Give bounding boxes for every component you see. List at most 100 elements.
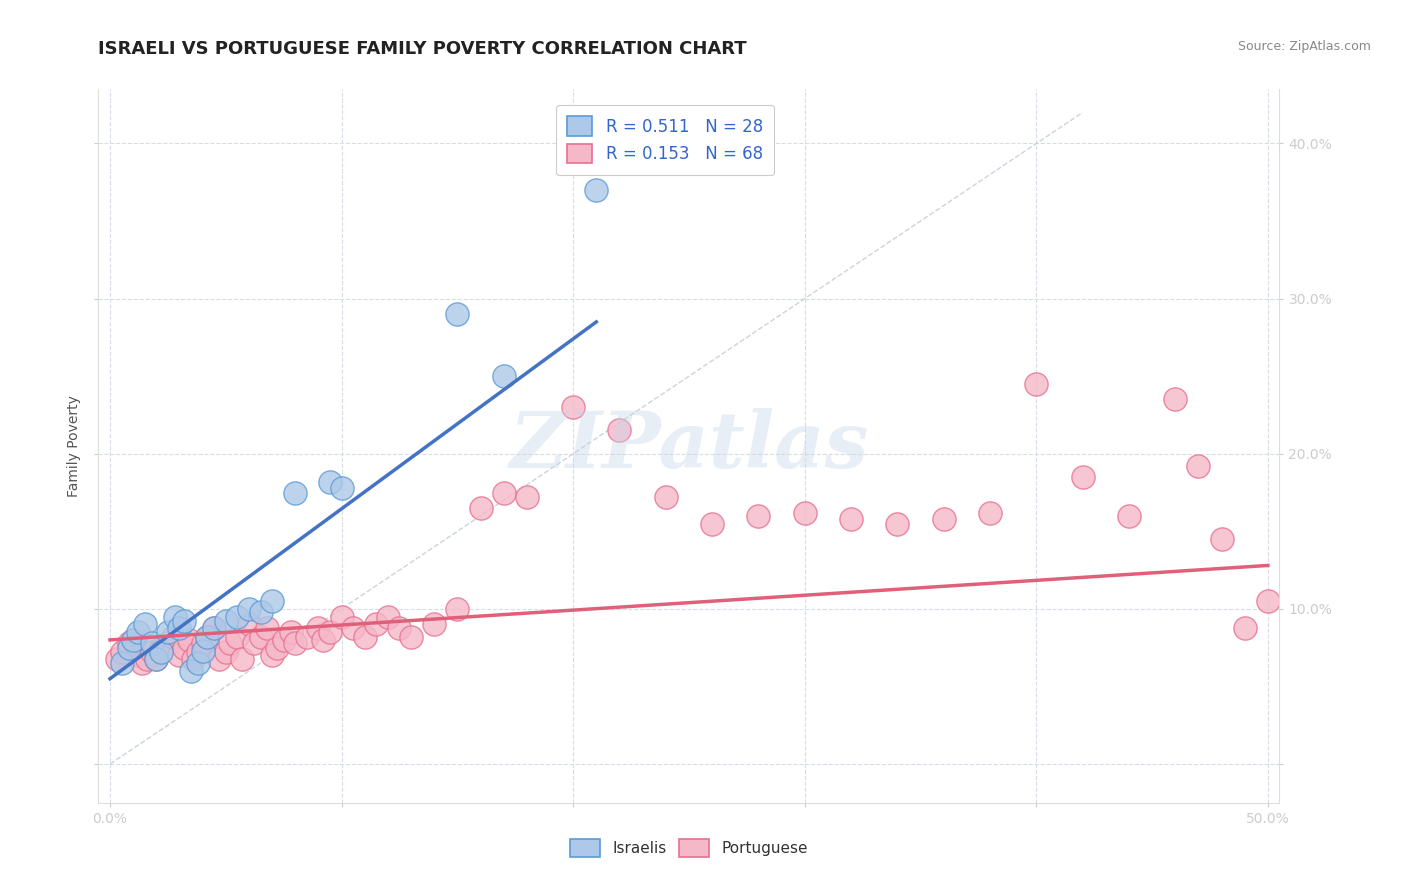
Point [131,656,153,670]
Point [117,636,139,650]
Point [187,656,209,670]
Point [1233,620,1256,634]
Point [173,640,195,655]
Point [655,490,678,504]
Point [238,617,260,632]
Point [609,424,631,438]
Point [516,490,538,504]
Point [423,617,446,632]
Point [399,630,422,644]
Point [280,625,302,640]
Point [110,645,132,659]
Legend: Israelis, Portuguese: Israelis, Portuguese [564,833,814,863]
Point [169,648,191,663]
Point [1164,392,1187,407]
Point [284,636,307,650]
Point [1257,594,1279,608]
Point [388,620,411,634]
Point [747,508,769,523]
Point [492,369,515,384]
Point [127,625,149,640]
Point [700,516,723,531]
Point [839,512,862,526]
Point [1071,470,1094,484]
Point [195,630,218,644]
Point [585,183,607,197]
Point [295,630,318,644]
Point [377,609,399,624]
Point [330,481,353,495]
Point [446,602,468,616]
Point [330,609,353,624]
Point [162,630,184,644]
Point [145,651,167,665]
Point [219,636,242,650]
Point [1211,532,1233,546]
Point [319,475,342,489]
Point [215,615,238,629]
Text: Source: ZipAtlas.com: Source: ZipAtlas.com [1237,40,1371,54]
Point [141,636,163,650]
Point [191,636,214,650]
Point [307,620,329,634]
Point [273,632,295,647]
Point [319,625,342,640]
Point [180,664,202,678]
Point [932,512,955,526]
Point [156,636,179,650]
Point [262,594,284,608]
Point [886,516,908,531]
Point [366,617,388,632]
Point [284,485,307,500]
Point [177,632,200,647]
Point [342,620,364,634]
Text: ZIPatlas: ZIPatlas [509,408,869,484]
Point [249,630,271,644]
Point [242,636,264,650]
Point [122,632,145,647]
Y-axis label: Family Poverty: Family Poverty [67,395,82,497]
Point [110,656,132,670]
Point [353,630,375,644]
Point [156,625,179,640]
Point [202,620,225,634]
Point [266,640,288,655]
Text: ISRAELI VS PORTUGUESE FAMILY POVERTY CORRELATION CHART: ISRAELI VS PORTUGUESE FAMILY POVERTY COR… [98,40,747,58]
Point [1187,459,1209,474]
Point [191,644,214,658]
Point [562,401,585,415]
Point [492,485,515,500]
Point [262,648,284,663]
Point [136,651,159,665]
Point [226,630,249,644]
Point [127,648,149,663]
Point [149,645,172,659]
Point [215,645,238,659]
Point [226,609,249,624]
Point [163,609,186,624]
Point [249,605,271,619]
Point [134,617,156,632]
Point [183,651,205,665]
Point [141,645,163,659]
Point [446,307,468,321]
Point [231,651,253,665]
Point [238,602,260,616]
Point [145,651,167,665]
Point [105,651,128,665]
Point [312,632,335,647]
Point [117,640,139,655]
Point [202,620,225,634]
Point [256,620,278,634]
Point [173,615,195,629]
Point [1118,508,1140,523]
Point [187,645,209,659]
Point [470,501,492,516]
Point [149,640,172,655]
Point [208,651,231,665]
Point [1025,376,1047,391]
Point [169,620,191,634]
Point [195,630,218,644]
Point [979,506,1001,520]
Point [122,632,145,647]
